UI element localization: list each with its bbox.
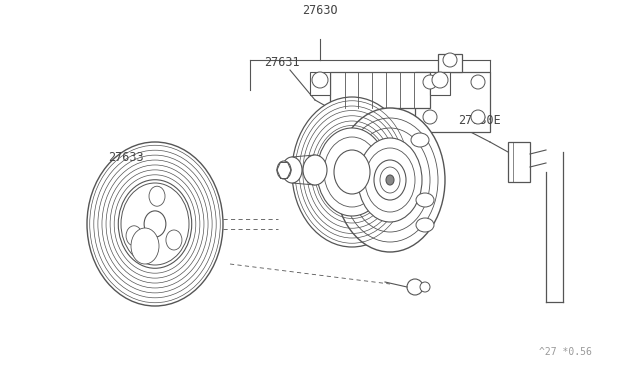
Ellipse shape	[131, 228, 159, 264]
Polygon shape	[438, 54, 462, 72]
Ellipse shape	[87, 142, 223, 306]
Ellipse shape	[443, 53, 457, 67]
Ellipse shape	[471, 110, 485, 124]
Ellipse shape	[282, 157, 302, 183]
Ellipse shape	[144, 211, 166, 237]
Ellipse shape	[334, 150, 370, 194]
Ellipse shape	[126, 226, 142, 246]
Ellipse shape	[317, 128, 387, 216]
Ellipse shape	[312, 72, 328, 88]
Ellipse shape	[423, 110, 437, 124]
Polygon shape	[415, 72, 490, 132]
Polygon shape	[310, 72, 330, 95]
Polygon shape	[430, 72, 450, 95]
Ellipse shape	[411, 133, 429, 147]
Text: 27630E: 27630E	[458, 114, 500, 127]
Text: ^27 *0.56: ^27 *0.56	[539, 347, 591, 357]
Ellipse shape	[292, 97, 412, 247]
Ellipse shape	[335, 108, 445, 252]
Text: 27631: 27631	[264, 56, 300, 69]
Ellipse shape	[303, 155, 327, 185]
Ellipse shape	[277, 161, 291, 179]
Text: 2763O: 2763O	[302, 4, 338, 17]
Ellipse shape	[416, 218, 434, 232]
Ellipse shape	[471, 75, 485, 89]
Text: 27633: 27633	[108, 151, 143, 164]
Ellipse shape	[423, 75, 437, 89]
Polygon shape	[508, 142, 530, 182]
Ellipse shape	[166, 230, 182, 250]
Ellipse shape	[358, 138, 422, 222]
Polygon shape	[330, 72, 430, 108]
Ellipse shape	[118, 180, 192, 268]
Ellipse shape	[149, 186, 165, 206]
Ellipse shape	[374, 160, 406, 200]
Ellipse shape	[407, 279, 423, 295]
Ellipse shape	[432, 72, 448, 88]
Ellipse shape	[386, 175, 394, 185]
Ellipse shape	[416, 193, 434, 207]
Ellipse shape	[420, 282, 430, 292]
